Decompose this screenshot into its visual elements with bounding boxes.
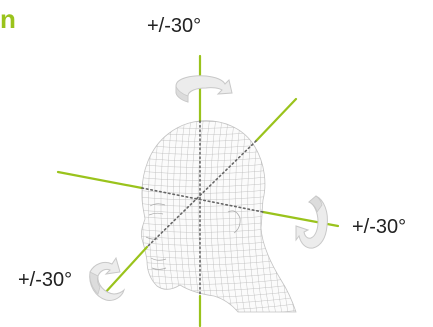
horizontal-axis-left: [56, 170, 144, 190]
yaw-rotation-arrow-icon: [175, 75, 233, 103]
pitch-rotation-arrow-icon: [295, 195, 328, 249]
depth-axis-angle-label: +/-30°: [18, 269, 73, 291]
dotted-axes: [141, 120, 264, 297]
title-fragment: n: [0, 4, 16, 34]
depth-axis-bottom: [102, 245, 149, 296]
horizontal-axis-angle-label: +/-30°: [352, 216, 407, 238]
vertical-axis-angle-label: +/-30°: [147, 15, 202, 37]
depth-axis-top: [254, 97, 298, 143]
roll-rotation-arrow-icon: [89, 256, 126, 301]
